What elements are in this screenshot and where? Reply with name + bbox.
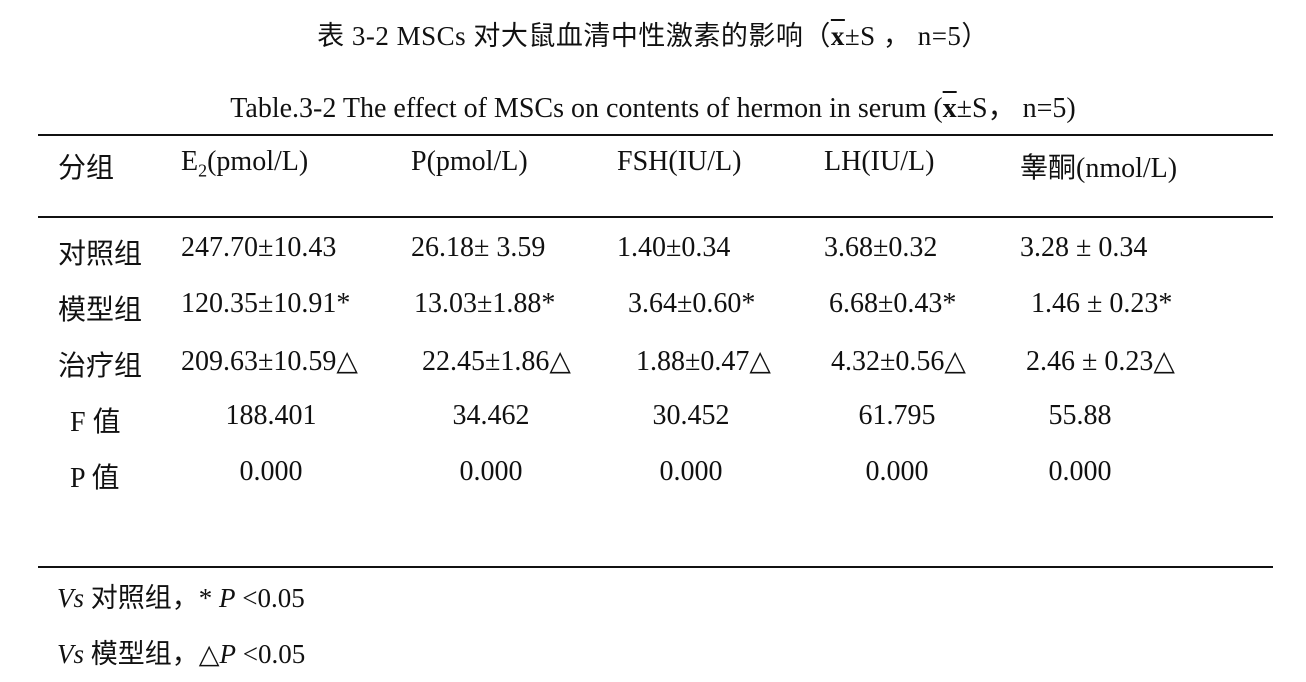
title-cn-suffix: ±S ， n=5）	[844, 21, 989, 51]
footnote-2-text: 模型组，△	[84, 639, 220, 669]
title-en-suffix: ±S， n=5)	[956, 93, 1076, 124]
row-lh: 6.68±0.43*	[829, 288, 957, 319]
footnote-2-cond: <0.05	[236, 639, 306, 669]
row-p: 34.462	[452, 400, 530, 431]
row-testosterone: 2.46 ± 0.23△	[1026, 346, 1175, 377]
row-e2: 0.000	[239, 456, 303, 487]
footnote-2-vs: Vs	[57, 639, 84, 669]
table-top-rule	[38, 134, 1273, 136]
row-group: 模型组	[58, 295, 143, 326]
header-e2-sub: 2	[198, 160, 208, 181]
header-e2-main: E	[181, 146, 199, 177]
table-header-row: 分组 E2(pmol/L) P(pmol/L) FSH(IU/L) LH(IU/…	[0, 146, 1306, 186]
header-p: P(pmol/L)	[411, 146, 528, 177]
row-fsh: 3.64±0.60*	[628, 288, 756, 319]
footnote-1-vs: Vs	[57, 583, 84, 613]
row-lh: 61.795	[858, 400, 936, 431]
row-testosterone: 3.28 ± 0.34	[1020, 232, 1148, 263]
table-row: 模型组 120.35±10.91* 13.03±1.88* 3.64±0.60*…	[0, 288, 1306, 328]
row-testosterone: 0.000	[1048, 456, 1112, 487]
header-lh: LH(IU/L)	[824, 146, 935, 177]
title-en-prefix: Table.3-2 The effect of MSCs on contents…	[230, 93, 943, 124]
table-row: 对照组 247.70±10.43 26.18± 3.59 1.40±0.34 3…	[0, 232, 1306, 272]
header-e2: E2(pmol/L)	[181, 146, 308, 182]
row-fsh: 1.88±0.47△	[636, 346, 771, 377]
table-title-chinese: 表 3-2 MSCs 对大鼠血清中性激素的影响（x±S ， n=5）	[0, 14, 1306, 53]
footnote-1: Vs 对照组，* P <0.05	[57, 576, 305, 615]
row-e2: 247.70±10.43	[181, 232, 337, 263]
row-e2: 120.35±10.91*	[181, 288, 351, 319]
table-row: P 值 0.000 0.000 0.000 0.000 0.000	[0, 456, 1306, 496]
header-fsh: FSH(IU/L)	[617, 146, 742, 177]
title-cn-xbar: x	[830, 21, 845, 51]
row-fsh: 30.452	[652, 400, 730, 431]
row-testosterone: 1.46 ± 0.23*	[1031, 288, 1173, 319]
footnote-2: Vs 模型组，△P <0.05	[57, 632, 305, 671]
row-p: 26.18± 3.59	[411, 232, 546, 263]
footnote-2-p: P	[219, 639, 237, 669]
row-lh: 3.68±0.32	[824, 232, 938, 263]
header-testosterone: 睾酮(nmol/L)	[1020, 153, 1178, 184]
row-group: 治疗组	[58, 351, 143, 382]
title-cn-prefix: 表 3-2 MSCs 对大鼠血清中性激素的影响（	[317, 21, 831, 51]
row-group: P 值	[70, 463, 120, 494]
title-en-xbar: x	[942, 93, 957, 124]
footnote-1-text: 对照组，*	[84, 583, 219, 613]
row-p: 0.000	[459, 456, 523, 487]
table-row: 治疗组 209.63±10.59△ 22.45±1.86△ 1.88±0.47△…	[0, 344, 1306, 384]
footnote-1-cond: <0.05	[235, 583, 305, 613]
table-title-english: Table.3-2 The effect of MSCs on contents…	[0, 86, 1306, 126]
row-group: 对照组	[58, 239, 143, 270]
row-p: 13.03±1.88*	[414, 288, 556, 319]
row-fsh: 0.000	[659, 456, 723, 487]
row-testosterone: 55.88	[1048, 400, 1112, 431]
row-group: F 值	[70, 407, 121, 438]
table-row: F 值 188.401 34.462 30.452 61.795 55.88	[0, 400, 1306, 440]
row-fsh: 1.40±0.34	[617, 232, 731, 263]
row-e2: 209.63±10.59△	[181, 346, 358, 377]
table-header-rule	[38, 216, 1273, 218]
row-p: 22.45±1.86△	[422, 346, 571, 377]
footnote-1-p: P	[219, 583, 236, 613]
header-e2-unit: (pmol/L)	[207, 146, 309, 177]
row-lh: 4.32±0.56△	[831, 346, 966, 377]
header-group: 分组	[58, 153, 115, 184]
row-lh: 0.000	[865, 456, 929, 487]
row-e2: 188.401	[225, 400, 317, 431]
table-bottom-rule	[38, 566, 1273, 568]
